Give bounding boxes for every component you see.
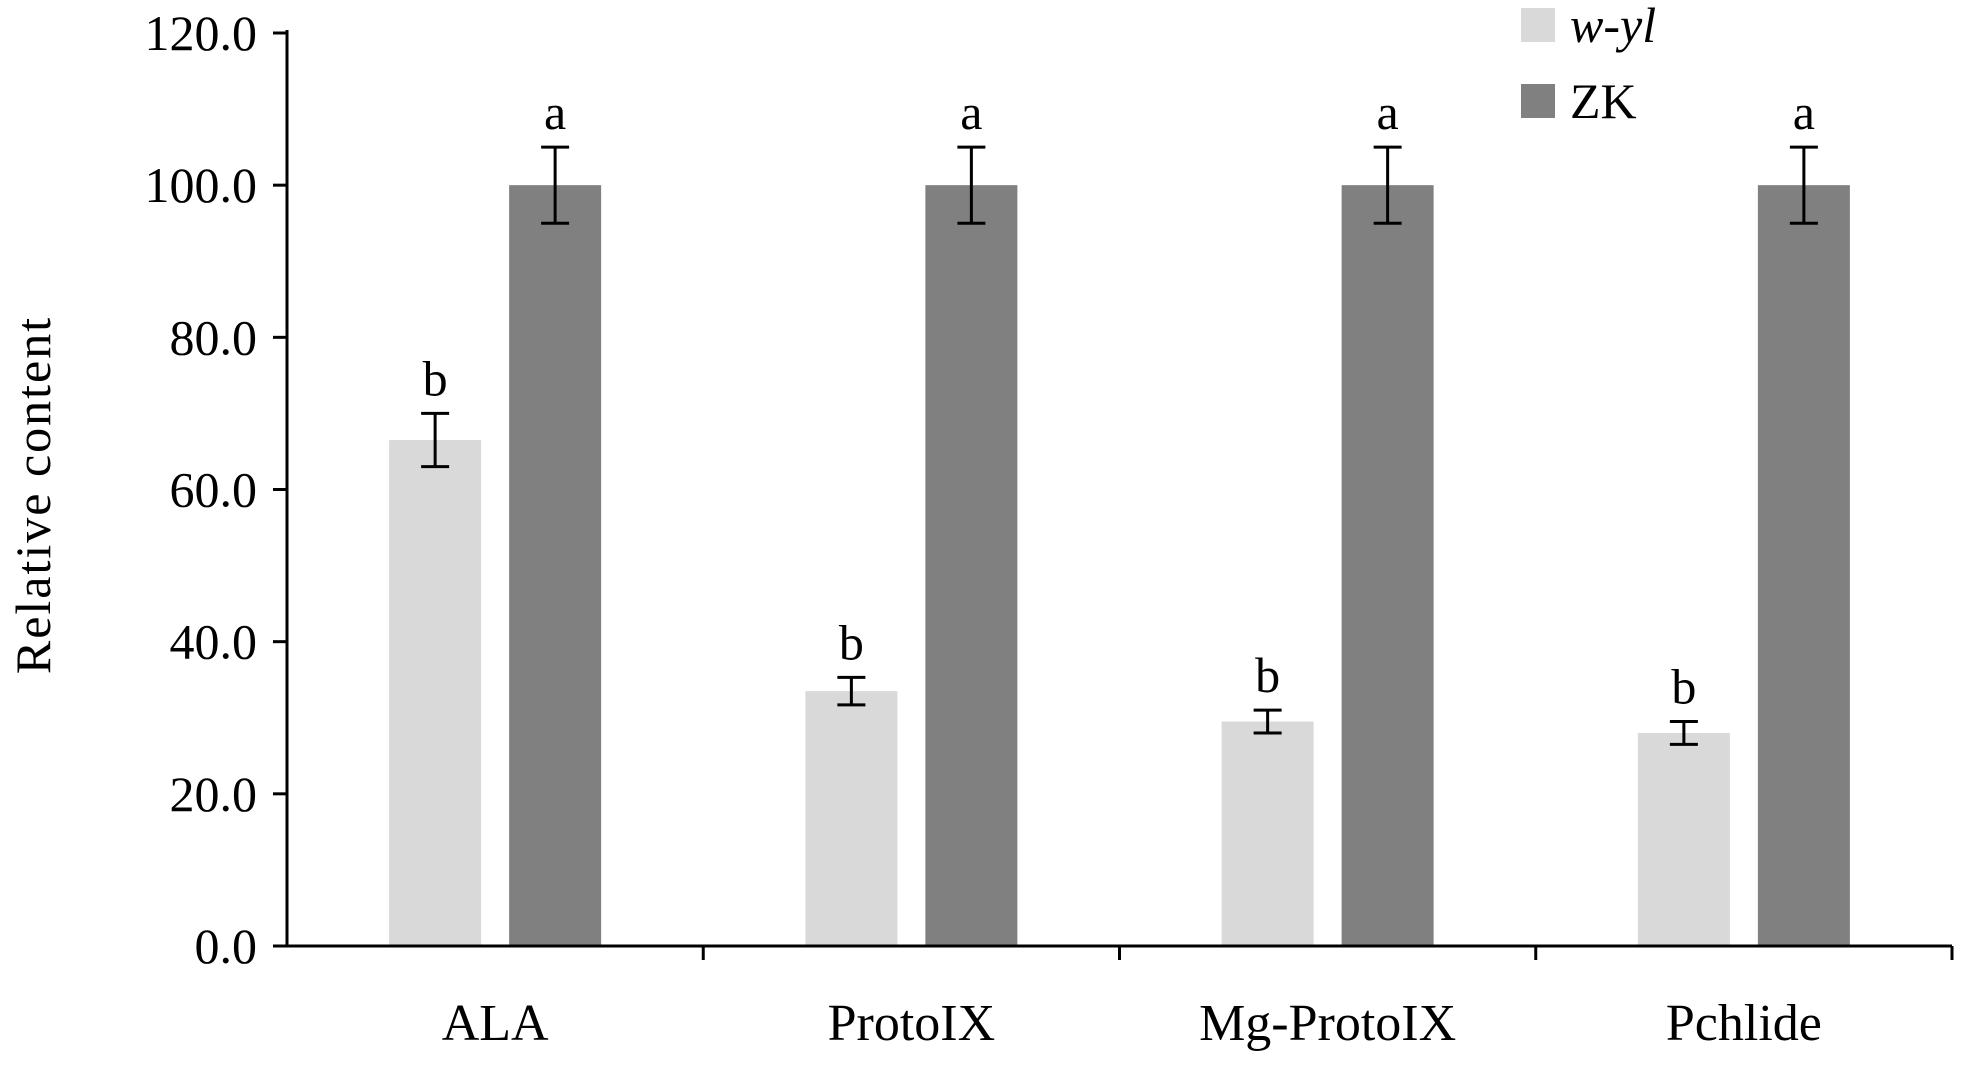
x-tick-label: ProtoIX (828, 995, 996, 1052)
legend-item: ZK (1521, 73, 1637, 129)
x-tick-label: Mg-ProtoIX (1199, 995, 1456, 1052)
significance-label: b (839, 614, 864, 670)
significance-label: a (1377, 84, 1399, 140)
significance-labels: b a b a b a b a (423, 84, 1815, 714)
error-bar (1373, 145, 1402, 225)
y-axis-ticks: 0.0 20.0 40.0 60.0 80.0 100.0 120.0 (145, 5, 287, 974)
y-tick-label: 100.0 (145, 157, 258, 213)
x-axis-ticks (701, 946, 1954, 960)
y-tick-label: 120.0 (145, 5, 258, 61)
y-tick-label: 60.0 (170, 462, 258, 518)
bar-ZK (1341, 185, 1434, 946)
error-bar (1253, 708, 1282, 735)
significance-label: b (1671, 659, 1696, 715)
bar-ZK (1757, 185, 1850, 946)
error-bar (421, 411, 450, 469)
significance-label: a (1793, 84, 1815, 140)
bar-ZK (509, 185, 602, 946)
legend-item: w-yl (1521, 0, 1656, 53)
y-tick-label: 0.0 (195, 918, 258, 974)
significance-label: b (1255, 647, 1280, 703)
x-tick-label: ALA (442, 995, 549, 1052)
error-bar (1669, 720, 1698, 746)
legend-swatch (1521, 8, 1555, 42)
legend-label: ZK (1570, 73, 1637, 129)
error-bar (1789, 145, 1818, 225)
y-tick-label: 40.0 (170, 614, 258, 670)
error-bar (837, 675, 866, 707)
legend-swatch (1521, 84, 1555, 118)
bar-w-yl (1637, 732, 1730, 946)
error-bar (957, 145, 986, 225)
error-bars (421, 145, 1818, 746)
legend: w-yl ZK (1521, 0, 1656, 129)
x-tick-label: Pchlide (1666, 995, 1822, 1052)
significance-label: a (544, 84, 566, 140)
y-tick-label: 80.0 (170, 309, 258, 365)
bar-w-yl (389, 440, 482, 946)
error-bar (541, 145, 570, 225)
y-tick-label: 20.0 (170, 766, 258, 822)
bar-w-yl (805, 691, 898, 946)
category-labels: ALA ProtoIX Mg-ProtoIX Pchlide (442, 995, 1822, 1052)
significance-label: b (423, 350, 448, 406)
legend-label: w-yl (1570, 0, 1656, 53)
bars (389, 185, 1850, 946)
bar-w-yl (1221, 721, 1314, 946)
bar-ZK (925, 185, 1018, 946)
y-axis-title: Relative content (5, 316, 61, 674)
significance-label: a (960, 84, 982, 140)
